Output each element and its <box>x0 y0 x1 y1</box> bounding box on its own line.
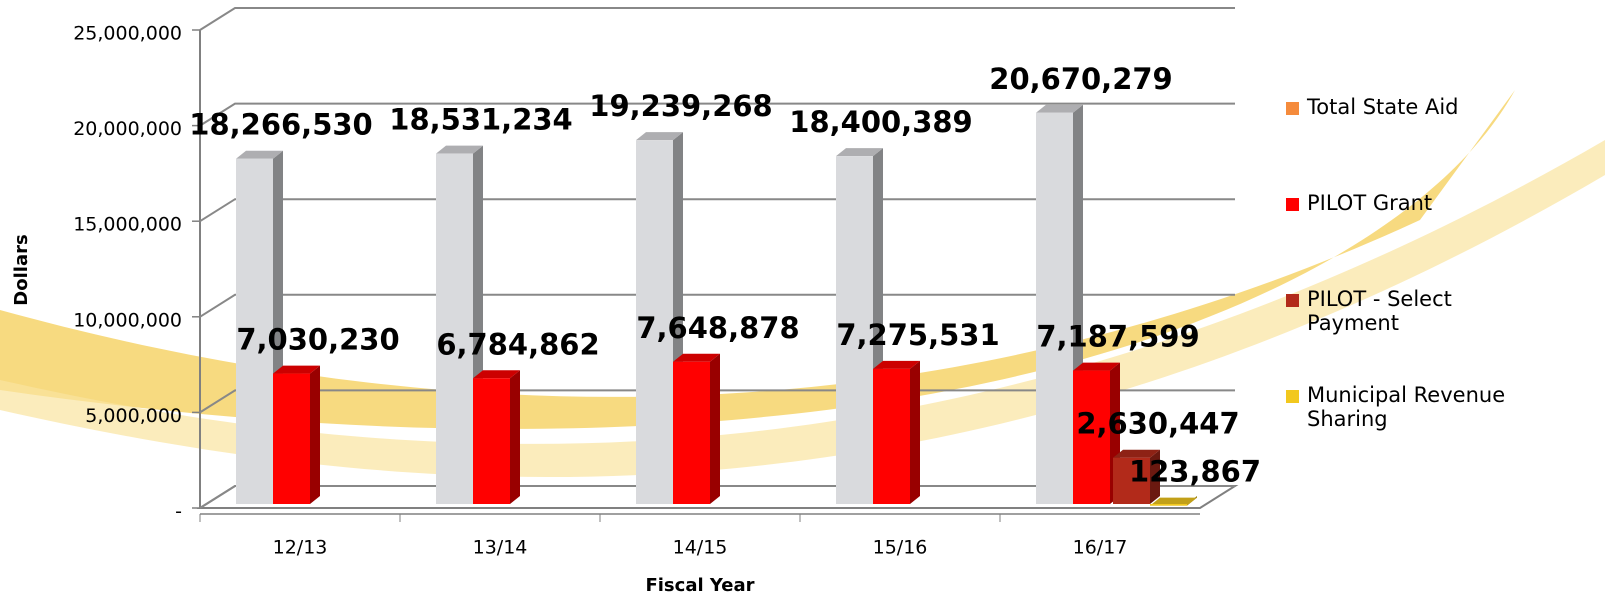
legend-swatch <box>1286 102 1299 115</box>
value-label: 18,531,234 <box>389 103 572 137</box>
legend-label: PILOT - Select Payment <box>1307 287 1546 335</box>
y-tick-label: 15,000,000 <box>73 214 182 236</box>
bar-side <box>910 361 920 504</box>
bar-side <box>710 354 720 504</box>
x-tick-label: 14/15 <box>673 537 728 559</box>
legend-label: Municipal Revenue Sharing <box>1307 383 1546 431</box>
bar <box>1036 113 1073 504</box>
bar <box>273 374 310 504</box>
bar <box>673 362 710 504</box>
value-label: 7,648,878 <box>636 311 799 345</box>
value-label: 7,275,531 <box>836 318 999 352</box>
value-label: 7,187,599 <box>1036 320 1199 354</box>
y-tick-label: - <box>175 501 182 523</box>
x-axis-title: Fiscal Year <box>645 575 754 596</box>
y-tick-label: 20,000,000 <box>73 118 182 140</box>
x-tick-label: 12/13 <box>273 537 328 559</box>
value-label: 18,266,530 <box>189 108 372 142</box>
bar-side <box>310 366 320 504</box>
bar <box>873 369 910 504</box>
legend-label: Total State Aid <box>1307 95 1459 119</box>
y-axis-title: Dollars <box>11 234 32 305</box>
grid-line <box>200 8 1235 30</box>
x-tick-label: 16/17 <box>1073 537 1128 559</box>
bar-side <box>510 370 520 504</box>
bar <box>473 378 510 504</box>
legend-item: PILOT - Select Payment <box>1286 287 1546 335</box>
y-tick-label: 5,000,000 <box>85 405 182 427</box>
value-label: 6,784,862 <box>436 327 599 361</box>
x-tick-label: 15/16 <box>873 537 928 559</box>
value-label: 19,239,268 <box>589 89 772 123</box>
legend-swatch <box>1286 198 1299 211</box>
legend-item: PILOT Grant <box>1286 191 1546 215</box>
legend-label: PILOT Grant <box>1307 191 1432 215</box>
y-tick-label: 10,000,000 <box>73 309 182 331</box>
x-tick-label: 13/14 <box>473 537 528 559</box>
value-label: 7,030,230 <box>236 323 399 357</box>
legend-item: Total State Aid <box>1286 95 1546 119</box>
page: Dollars Fiscal Year - 5,000,000 10,000,000… <box>0 0 1605 610</box>
value-label: 20,670,279 <box>989 62 1172 96</box>
y-tick-label: 25,000,000 <box>73 23 182 45</box>
value-label: 123,867 <box>1129 455 1261 489</box>
value-label: 2,630,447 <box>1076 407 1239 441</box>
legend-swatch <box>1286 390 1299 403</box>
legend-item: Municipal Revenue Sharing <box>1286 383 1546 431</box>
legend-swatch <box>1286 294 1299 307</box>
value-label: 18,400,389 <box>789 105 972 139</box>
bar <box>1150 504 1187 506</box>
